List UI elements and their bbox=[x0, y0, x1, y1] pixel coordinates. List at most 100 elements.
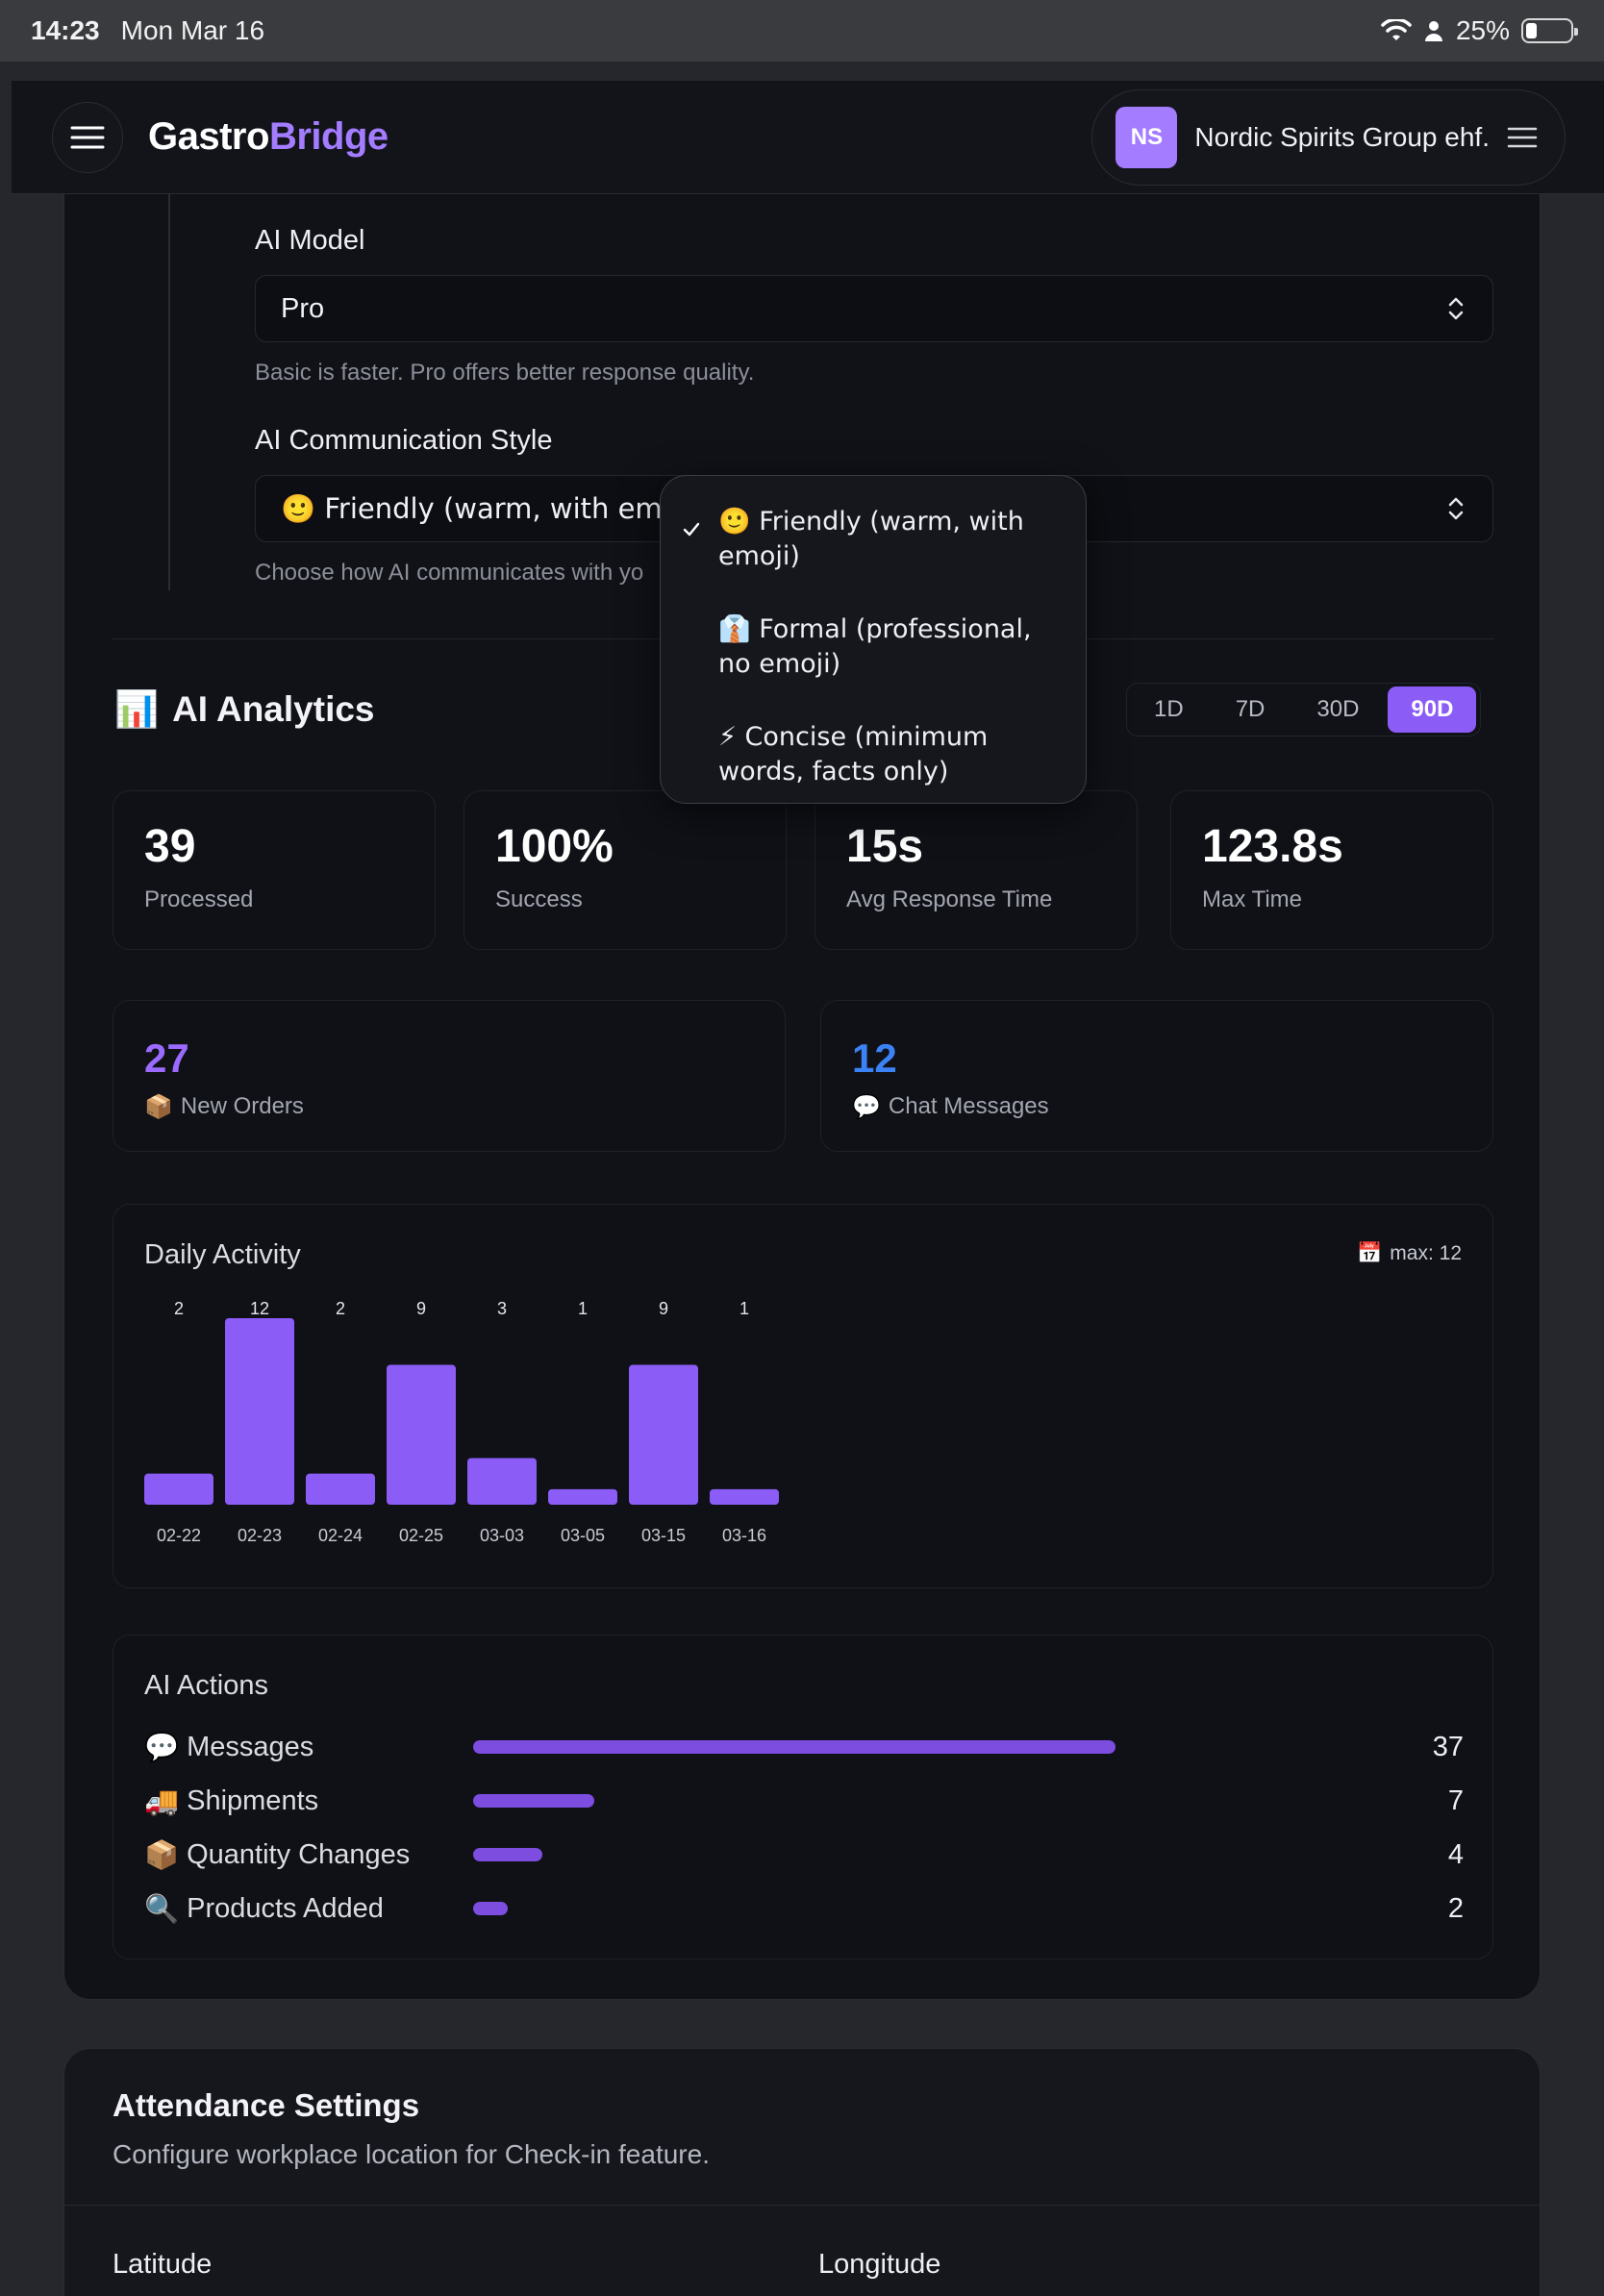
new-orders-value: 27 bbox=[144, 1036, 189, 1081]
action-icon: 📦 bbox=[144, 1837, 180, 1871]
chat-messages-value: 12 bbox=[852, 1036, 897, 1081]
action-bar-track bbox=[473, 1794, 1339, 1808]
ai-actions-title: AI Actions bbox=[144, 1670, 268, 1701]
daily-activity-panel: Daily Activity 📅 max: 12 2 02-22 12 02-23 2 0… bbox=[113, 1204, 1493, 1588]
wifi-icon bbox=[1381, 19, 1412, 40]
chart-category-label: 03-03 bbox=[480, 1526, 524, 1545]
stat-value: 100% bbox=[495, 821, 614, 872]
action-bar bbox=[473, 1848, 543, 1861]
checkmark-icon bbox=[683, 522, 700, 537]
daily-activity-title: Daily Activity bbox=[144, 1239, 301, 1270]
app-header: GastroBridge NS Nordic Spirits Group ehf… bbox=[12, 81, 1604, 194]
chart-category-label: 03-15 bbox=[641, 1526, 686, 1545]
chart-category-label: 02-24 bbox=[318, 1526, 363, 1545]
org-menu-icon bbox=[1507, 127, 1538, 147]
stat-value: 39 bbox=[144, 821, 196, 872]
stat-success: 100% Success bbox=[464, 790, 787, 950]
indent-line bbox=[168, 194, 170, 590]
action-count: 4 bbox=[1447, 1838, 1464, 1870]
action-row: 🚚 Shipments 7 bbox=[144, 1782, 1464, 1820]
chat-messages-label-text: Chat Messages bbox=[888, 1093, 1049, 1119]
action-label: Quantity Changes bbox=[187, 1838, 411, 1870]
daily-activity-chart: 2 02-22 12 02-23 2 02-24 9 02-25 3 03-03 1 03-05 9 03… bbox=[144, 1299, 779, 1545]
stat-avg-response: 15s Avg Response Time bbox=[815, 790, 1138, 950]
action-icon: 🚚 bbox=[144, 1784, 180, 1817]
style-option-friendly[interactable]: 🙂 Friendly (warm, with emoji) bbox=[661, 501, 1086, 578]
chat-messages-stat: 12 💬 Chat Messages bbox=[820, 1000, 1493, 1152]
action-icon: 💬 bbox=[144, 1730, 180, 1763]
chart-value-label: 2 bbox=[174, 1299, 184, 1318]
org-avatar: NS bbox=[1115, 106, 1178, 168]
range-tab-90d[interactable]: 90D bbox=[1388, 686, 1477, 733]
ai-settings-card: AI Model Pro Basic is faster. Pro offers… bbox=[63, 194, 1541, 2000]
chart-bar-02-24 bbox=[306, 1473, 375, 1505]
longitude-label: Longitude bbox=[818, 2249, 941, 2280]
select-chevron-icon bbox=[1448, 297, 1464, 320]
action-bar bbox=[473, 1794, 595, 1808]
chart-max-label: 📅 max: 12 bbox=[1357, 1241, 1462, 1265]
new-orders-stat: 27 📦 New Orders bbox=[113, 1000, 786, 1152]
logo-text-bridge: Bridge bbox=[268, 115, 388, 158]
stat-max-time: 123.8s Max Time bbox=[1170, 790, 1493, 950]
chart-bar-03-05 bbox=[548, 1488, 617, 1505]
style-option-concise[interactable]: ⚡ Concise (minimum words, facts only) bbox=[661, 716, 1086, 793]
ai-model-help: Basic is faster. Pro offers better respo… bbox=[255, 360, 755, 386]
chart-value-label: 2 bbox=[336, 1299, 345, 1318]
action-name: 🚚 Shipments bbox=[144, 1784, 473, 1818]
action-icon: 🔍 bbox=[144, 1891, 180, 1925]
action-bar bbox=[473, 1902, 509, 1915]
status-bar: 14:23 Mon Mar 16 25% bbox=[0, 0, 1604, 62]
chart-max-text: max: 12 bbox=[1390, 1241, 1462, 1264]
speech-bubble-icon: 💬 bbox=[852, 1093, 881, 1120]
action-label: Products Added bbox=[187, 1892, 384, 1924]
app-logo[interactable]: GastroBridge bbox=[148, 115, 388, 159]
action-bar bbox=[473, 1740, 1115, 1754]
range-tab-7d[interactable]: 7D bbox=[1235, 696, 1266, 722]
status-date: Mon Mar 16 bbox=[120, 15, 265, 45]
action-count: 7 bbox=[1447, 1784, 1464, 1816]
range-tab-30d[interactable]: 30D bbox=[1316, 696, 1360, 722]
ai-model-select[interactable]: Pro bbox=[255, 275, 1493, 342]
action-count: 37 bbox=[1432, 1731, 1464, 1762]
action-row: 📦 Quantity Changes 4 bbox=[144, 1835, 1464, 1874]
range-tabs: 1D 7D 30D 90D bbox=[1126, 683, 1482, 736]
action-row: 💬 Messages 37 bbox=[144, 1728, 1464, 1766]
organization-switcher[interactable]: NS Nordic Spirits Group ehf. bbox=[1091, 88, 1566, 186]
attendance-subtitle: Configure workplace location for Check-i… bbox=[113, 2139, 710, 2169]
range-tab-1d[interactable]: 1D bbox=[1154, 696, 1184, 722]
package-icon: 📦 bbox=[144, 1093, 173, 1120]
stat-label: Success bbox=[495, 886, 583, 912]
style-option-label: 🙂 Friendly (warm, with emoji) bbox=[718, 507, 1024, 571]
style-option-label: 👔 Formal (professional, no emoji) bbox=[718, 614, 1032, 679]
attendance-settings-card: Attendance Settings Configure workplace … bbox=[63, 2048, 1541, 2296]
stat-label: Processed bbox=[144, 886, 254, 912]
ai-style-label: AI Communication Style bbox=[255, 425, 553, 456]
chart-value-label: 1 bbox=[578, 1299, 588, 1318]
ai-style-help: Choose how AI communicates with yo bbox=[255, 560, 644, 586]
new-orders-label-text: New Orders bbox=[180, 1093, 304, 1119]
chart-value-label: 3 bbox=[497, 1299, 507, 1318]
style-option-formal[interactable]: 👔 Formal (professional, no emoji) bbox=[661, 609, 1086, 686]
chart-bar-02-23 bbox=[225, 1318, 294, 1505]
battery-level bbox=[1526, 23, 1537, 38]
stat-value: 15s bbox=[846, 821, 924, 872]
chart-value-label: 1 bbox=[739, 1299, 749, 1318]
chart-icon: 📊 bbox=[114, 688, 160, 730]
action-count: 2 bbox=[1447, 1892, 1464, 1924]
chart-bar-03-15 bbox=[629, 1364, 698, 1505]
status-time: 14:23 bbox=[31, 15, 100, 45]
org-name: Nordic Spirits Group ehf. bbox=[1194, 121, 1490, 152]
hamburger-icon bbox=[70, 126, 105, 148]
analytics-title-text: AI Analytics bbox=[172, 689, 375, 729]
chart-value-label: 12 bbox=[250, 1299, 269, 1318]
chart-category-label: 02-23 bbox=[238, 1526, 282, 1545]
attendance-divider bbox=[64, 2205, 1540, 2206]
chat-messages-label: 💬 Chat Messages bbox=[852, 1093, 1462, 1120]
menu-button[interactable] bbox=[52, 101, 123, 173]
battery-percent: 25% bbox=[1455, 15, 1510, 45]
stat-processed: 39 Processed bbox=[113, 790, 436, 950]
stat-label: Max Time bbox=[1202, 886, 1303, 912]
logo-text-gastro: Gastro bbox=[148, 115, 269, 158]
chart-category-label: 02-25 bbox=[399, 1526, 443, 1545]
chart-value-label: 9 bbox=[659, 1299, 668, 1318]
